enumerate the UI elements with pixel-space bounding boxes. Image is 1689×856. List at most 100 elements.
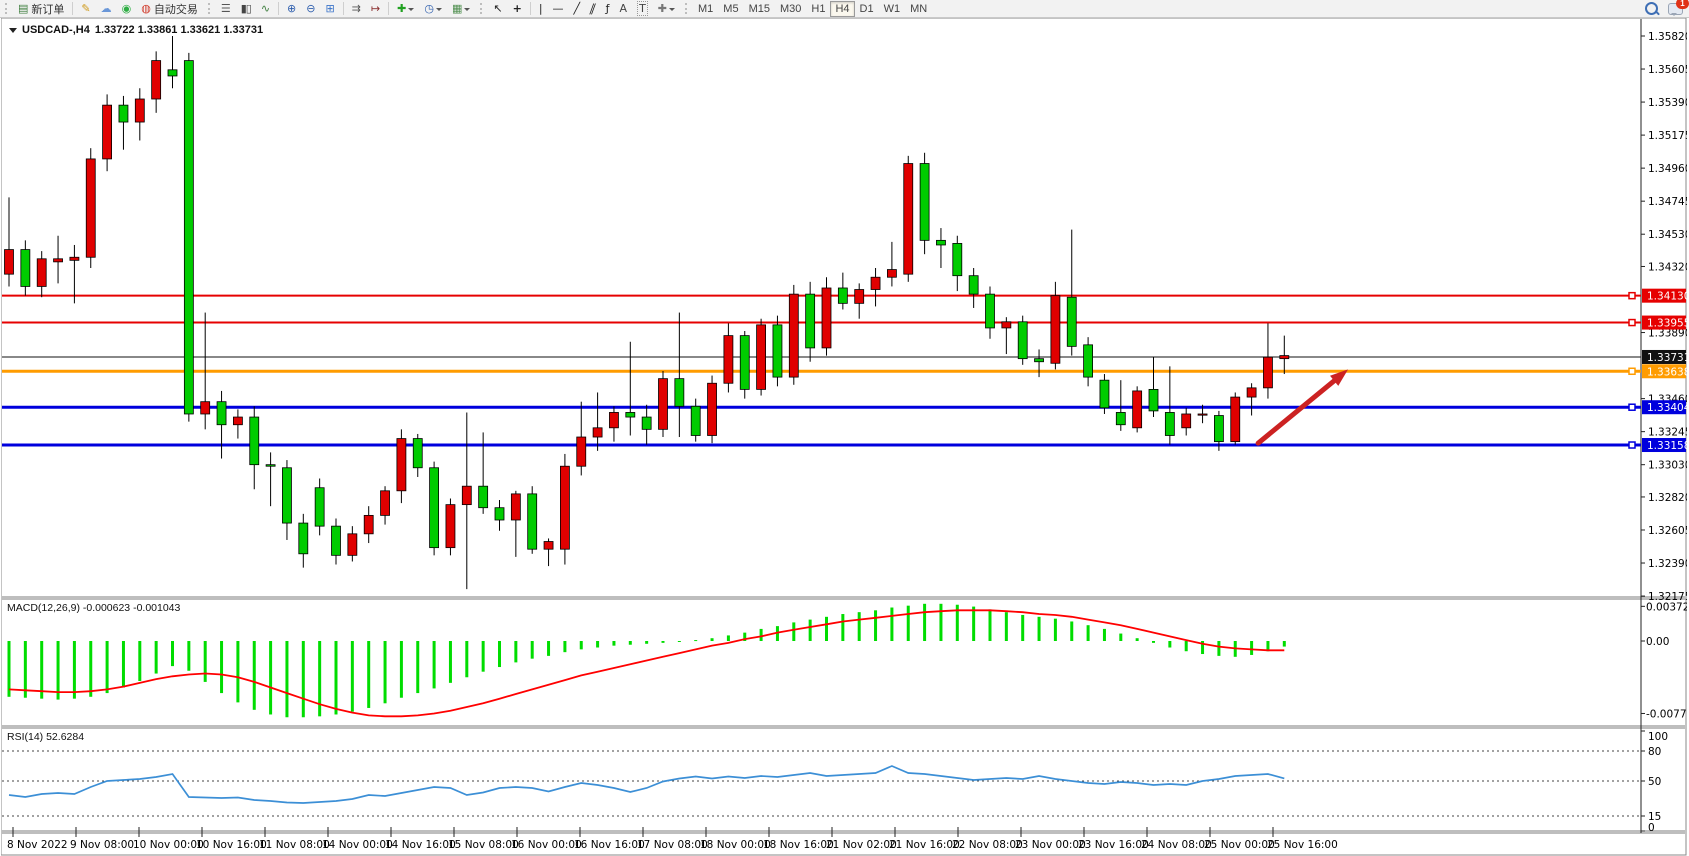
chart-ohlc-values: 1.33722 1.33861 1.33621 1.33731 bbox=[94, 24, 264, 36]
chart-canvas[interactable]: 1.35820 1.35605 1.35390 1.35175 1.34960 1.347… bbox=[1, 18, 1687, 856]
line-chart-icon bbox=[261, 3, 270, 14]
toolbar-grip bbox=[480, 3, 484, 14]
chart-symbol-period: USDCAD-,H4 bbox=[22, 24, 90, 36]
community-icon bbox=[101, 3, 112, 14]
fibonacci-button[interactable] bbox=[602, 0, 614, 17]
svg-text:23 Nov 16:00: 23 Nov 16:00 bbox=[1078, 839, 1149, 851]
toolbar-grip bbox=[207, 3, 212, 14]
toolbar-separator bbox=[529, 2, 531, 15]
shapes-button[interactable] bbox=[654, 0, 679, 17]
svg-text:1.33245: 1.33245 bbox=[1648, 427, 1687, 439]
hline-1.33955[interactable] bbox=[2, 318, 1641, 327]
autotrade-label: 自动交易 bbox=[153, 3, 198, 16]
autotrade-icon bbox=[141, 3, 151, 14]
svg-text:16 Nov 16:00: 16 Nov 16:00 bbox=[574, 839, 645, 851]
channel-button[interactable] bbox=[586, 0, 600, 17]
toolbar-separator bbox=[278, 2, 280, 15]
rsi-level-lines bbox=[2, 750, 1641, 817]
tile-windows-button[interactable] bbox=[321, 0, 338, 17]
trendline-button[interactable] bbox=[570, 0, 585, 17]
svg-text:0: 0 bbox=[1648, 822, 1655, 834]
svg-text:0.003728: 0.003728 bbox=[1646, 601, 1687, 613]
text-button[interactable] bbox=[616, 0, 632, 17]
chart-shift-button[interactable] bbox=[367, 0, 384, 17]
hline-1.33158[interactable] bbox=[2, 441, 1641, 449]
cursor-button[interactable] bbox=[489, 0, 506, 17]
svg-text:24 Nov 08:00: 24 Nov 08:00 bbox=[1141, 839, 1212, 851]
svg-text:18 Nov 16:00: 18 Nov 16:00 bbox=[763, 839, 834, 851]
svg-text:16 Nov 00:00: 16 Nov 00:00 bbox=[511, 839, 582, 851]
svg-text:0.00: 0.00 bbox=[1646, 636, 1669, 648]
line-chart-button[interactable] bbox=[257, 0, 274, 17]
bar-chart-button[interactable] bbox=[217, 0, 235, 17]
svg-text:1.34960: 1.34960 bbox=[1648, 163, 1687, 175]
text-label-button[interactable] bbox=[633, 0, 652, 17]
time-axis[interactable]: 8 Nov 2022 9 Nov 08:0010 Nov 00:0010 Nov … bbox=[7, 827, 1338, 851]
svg-text:1.34320: 1.34320 bbox=[1648, 261, 1687, 273]
timeframe-m15[interactable]: M15 bbox=[748, 2, 770, 15]
timeframe-m1[interactable]: M1 bbox=[698, 2, 714, 15]
toolbar-grip bbox=[685, 3, 689, 14]
toolbar-separator bbox=[72, 2, 74, 15]
tile-windows-icon bbox=[325, 3, 334, 14]
price-axis[interactable]: 1.35820 1.35605 1.35390 1.35175 1.34960 1.347… bbox=[1641, 31, 1687, 603]
indicators-icon bbox=[397, 3, 406, 14]
svg-text:15: 15 bbox=[1648, 811, 1661, 823]
hline-1.33404[interactable] bbox=[2, 403, 1641, 411]
trend-arrow-annotation[interactable] bbox=[1255, 369, 1349, 446]
candlestick-chart-button[interactable] bbox=[237, 0, 255, 17]
templates-button[interactable] bbox=[448, 0, 474, 17]
horizontal-line-icon bbox=[553, 3, 564, 14]
timeframe-h1[interactable]: H1 bbox=[811, 2, 826, 15]
svg-text:100: 100 bbox=[1648, 731, 1668, 743]
search-button[interactable] bbox=[1645, 2, 1658, 18]
periods-button[interactable] bbox=[420, 0, 446, 17]
signals-button[interactable] bbox=[118, 0, 136, 17]
timeframe-mn[interactable]: MN bbox=[910, 2, 928, 15]
cursor-icon bbox=[493, 3, 502, 14]
chart-window[interactable]: 1.35820 1.35605 1.35390 1.35175 1.34960 1.347… bbox=[1, 18, 1687, 856]
crosshair-button[interactable] bbox=[509, 0, 526, 17]
vertical-line-button[interactable] bbox=[535, 0, 547, 17]
svg-text:25 Nov 00:00: 25 Nov 00:00 bbox=[1204, 839, 1275, 851]
svg-text:10 Nov 16:00: 10 Nov 16:00 bbox=[196, 839, 267, 851]
svg-text:14 Nov 00:00: 14 Nov 00:00 bbox=[322, 839, 393, 851]
template-icon bbox=[452, 3, 462, 14]
macd-axis[interactable]: 0.003728 0.00 -0.007792 bbox=[1641, 601, 1687, 720]
svg-text:80: 80 bbox=[1648, 746, 1661, 758]
timeframe-w1[interactable]: W1 bbox=[883, 2, 901, 15]
timeframe-h4[interactable]: H4 bbox=[830, 0, 855, 17]
autotrade-button[interactable]: 自动交易 bbox=[137, 0, 202, 17]
rsi-axis[interactable]: 100 80 50 150 bbox=[1641, 730, 1668, 834]
community-button[interactable] bbox=[97, 0, 116, 17]
svg-text:21 Nov 16:00: 21 Nov 16:00 bbox=[889, 839, 960, 851]
crayon-button[interactable] bbox=[77, 0, 94, 17]
new-order-button[interactable]: 新订单 bbox=[14, 0, 68, 17]
hline-1.33638[interactable] bbox=[2, 367, 1641, 376]
zoom-in-button[interactable] bbox=[283, 0, 300, 17]
svg-text:1.33158: 1.33158 bbox=[1647, 440, 1687, 452]
clock-icon bbox=[424, 3, 434, 14]
svg-text:1.35605: 1.35605 bbox=[1648, 64, 1687, 76]
hline-1.34130[interactable] bbox=[2, 291, 1641, 300]
price-badges: 1.34130 1.33955 1.33731 1.33638 1.33404 1.331… bbox=[1642, 288, 1687, 453]
crayon-icon bbox=[81, 3, 90, 14]
timeframe-d1[interactable]: D1 bbox=[859, 2, 874, 15]
indicators-button[interactable] bbox=[393, 0, 418, 17]
auto-scroll-icon bbox=[352, 3, 361, 14]
rsi-indicator-label: RSI(14) 52.6284 bbox=[7, 731, 85, 743]
horizontal-line-button[interactable] bbox=[549, 0, 568, 17]
timeframe-m5[interactable]: M5 bbox=[723, 2, 739, 15]
svg-text:1.32820: 1.32820 bbox=[1648, 492, 1687, 504]
macd-histogram bbox=[7, 603, 1286, 718]
zoom-out-button[interactable] bbox=[302, 0, 319, 17]
svg-text:1.33404: 1.33404 bbox=[1647, 402, 1687, 414]
vertical-line-icon bbox=[539, 3, 543, 14]
svg-text:1.34530: 1.34530 bbox=[1648, 229, 1687, 241]
collapse-triangle-icon[interactable] bbox=[9, 27, 17, 37]
notifications-button[interactable]: 1 bbox=[1668, 0, 1689, 18]
auto-scroll-button[interactable] bbox=[348, 0, 365, 17]
svg-text:14 Nov 16:00: 14 Nov 16:00 bbox=[385, 839, 456, 851]
timeframe-m30[interactable]: M30 bbox=[779, 2, 802, 15]
text-label-icon bbox=[637, 3, 648, 14]
